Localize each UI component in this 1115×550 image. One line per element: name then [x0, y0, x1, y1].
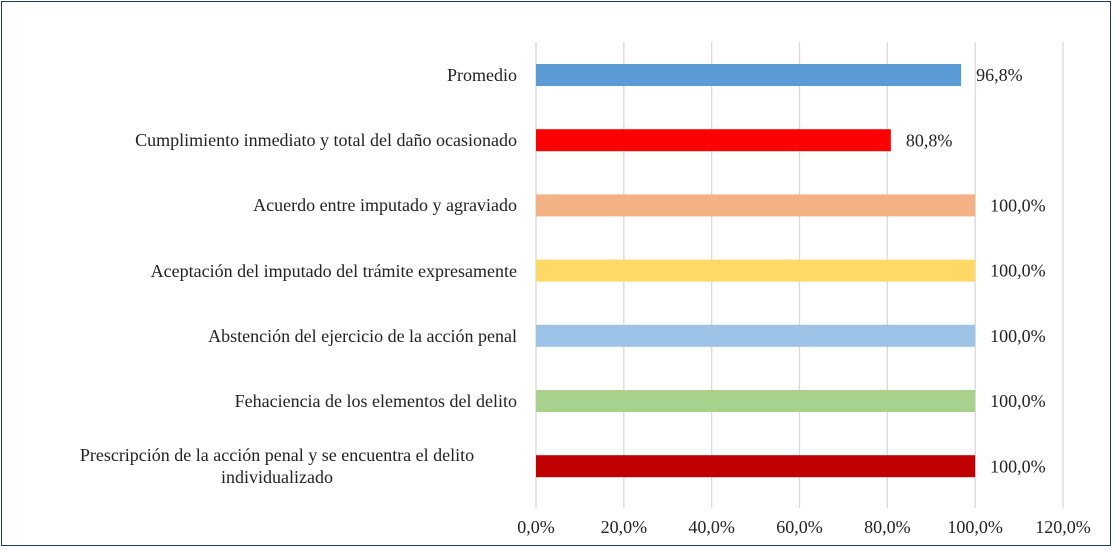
- value-label: 100,0%: [990, 261, 1046, 281]
- value-label: 100,0%: [990, 391, 1046, 411]
- bar: [536, 194, 976, 217]
- category-label: Fehaciencia de los elementos del delito: [234, 391, 517, 411]
- category-label: Cumplimiento inmediato y total del daño …: [135, 130, 517, 151]
- category-label: Acuerdo entre imputado y agraviado: [253, 195, 517, 216]
- category-label: Abstención del ejercicio de la acción pe…: [208, 325, 517, 346]
- bar: [536, 324, 976, 347]
- value-label: 96,8%: [976, 65, 1023, 85]
- category-label: Aceptación del imputado del trámite expr…: [150, 260, 517, 281]
- bar: [536, 390, 976, 412]
- bar: [536, 259, 976, 282]
- bar: [536, 455, 976, 478]
- value-label: 80,8%: [906, 130, 953, 150]
- value-label: 100,0%: [990, 326, 1046, 346]
- category-label: Promedio: [447, 65, 517, 85]
- x-tick-label: 40,0%: [688, 517, 735, 537]
- bar: [536, 129, 891, 152]
- x-tick-label: 0,0%: [517, 517, 555, 537]
- value-label: 100,0%: [990, 196, 1046, 216]
- value-label: 100,0%: [990, 456, 1046, 476]
- bar: [536, 64, 962, 86]
- x-tick-label: 20,0%: [601, 517, 648, 537]
- x-tick-label: 120,0%: [1035, 517, 1091, 537]
- category-label: Prescripción de la acción penal y se enc…: [79, 445, 475, 488]
- x-tick-label: 60,0%: [776, 517, 823, 537]
- x-tick-label: 80,0%: [864, 517, 911, 537]
- x-tick-label: 100,0%: [947, 517, 1003, 537]
